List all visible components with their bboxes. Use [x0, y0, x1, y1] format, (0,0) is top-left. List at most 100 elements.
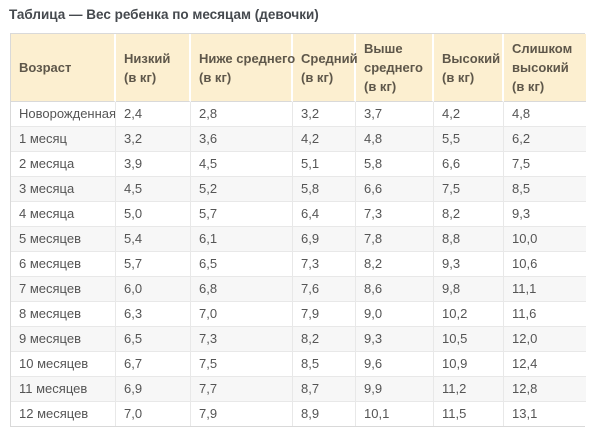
age-cell: 11 месяцев [11, 377, 116, 402]
age-cell: 9 месяцев [11, 327, 116, 352]
weight-value-cell-too-high: 11,1 [504, 277, 586, 302]
weight-value-cell-too-high: 13,1 [512, 406, 538, 421]
weight-value-cell-high: 10,2 [434, 302, 504, 327]
weight-value-cell-too-high: 10,6 [504, 252, 586, 277]
weight-value-cell-below-avg: 7,5 [191, 352, 293, 377]
weight-value-cell-too-high: 10,0 [504, 227, 586, 252]
weight-value-cell-low: 6,7 [116, 352, 191, 377]
column-header-low: Низкий (в кг) [116, 34, 191, 102]
age-cell: 2 месяца [11, 152, 116, 177]
weight-value-cell-below-avg: 7,3 [191, 327, 293, 352]
age-cell: 8 месяцев [11, 302, 116, 327]
weight-value-cell-high: 6,6 [434, 152, 504, 177]
weight-table-wrap: Возраст Низкий (в кг) Ниже среднего (в кг)… [10, 33, 586, 427]
weight-value-cell-too-high: 7,5 [504, 152, 586, 177]
weight-value-cell-high: 9,3 [434, 252, 504, 277]
weight-value-cell-avg: 6,4 [293, 202, 356, 227]
table-row: 8 месяцев 6,3 7,0 7,9 9,0 10,2 11,6 [11, 302, 586, 327]
age-cell: 10 месяцев [11, 352, 116, 377]
weight-value-cell-low: 6,0 [116, 277, 191, 302]
weight-value-cell-below-avg: 6,8 [191, 277, 293, 302]
weight-value-cell-below-avg: 7,9 [191, 402, 293, 426]
weight-value-cell-low: 5,7 [116, 252, 191, 277]
weight-value-cell-below-avg: 7,0 [191, 302, 293, 327]
column-header-avg: Средний (в кг) [293, 34, 358, 102]
weight-value-cell-above-avg: 7,3 [356, 202, 434, 227]
weight-value-cell-avg: 4,2 [293, 127, 356, 152]
weight-value-cell-too-high: 12,0 [504, 327, 586, 352]
header-row: Возраст Низкий (в кг) Ниже среднего (в кг)… [11, 34, 586, 102]
weight-value-cell-high: 8,8 [434, 227, 504, 252]
table-row: 9 месяцев 6,5 7,3 8,2 9,3 10,5 12,0 [11, 327, 586, 352]
column-header-too-high: Слишком высокий (в кг) [504, 34, 586, 102]
table-row: Новорожденная 2,4 2,8 3,2 3,7 4,2 4,8 [11, 102, 586, 127]
table-row: 5 месяцев 5,4 6,1 6,9 7,8 8,8 10,0 [11, 227, 586, 252]
table-header: Возраст Низкий (в кг) Ниже среднего (в кг)… [11, 34, 586, 102]
age-cell: Новорожденная [11, 102, 116, 127]
weight-value-cell-below-avg: 6,1 [191, 227, 293, 252]
weight-value-cell-low: 6,3 [116, 302, 191, 327]
column-header-age: Возраст [11, 34, 116, 102]
weight-value-cell-avg: 8,2 [293, 327, 356, 352]
age-cell: 4 месяца [11, 202, 116, 227]
weight-value-cell-above-avg: 3,7 [356, 102, 434, 127]
page-title: Таблица — Вес ребенка по месяцам (девочк… [9, 7, 319, 22]
weight-value-cell-avg: 3,2 [293, 102, 356, 127]
page: Таблица — Вес ребенка по месяцам (девочк… [0, 5, 600, 427]
age-cell: 3 месяца [11, 177, 116, 202]
weight-value-cell-avg: 8,9 [293, 402, 356, 426]
weight-value-cell-below-avg: 4,5 [191, 152, 293, 177]
column-header-below-avg: Ниже среднего (в кг) [191, 34, 295, 102]
table-row: 6 месяцев 5,7 6,5 7,3 8,2 9,3 10,6 [11, 252, 586, 277]
age-cell: 5 месяцев [11, 227, 116, 252]
weight-value-cell-low: 7,0 [116, 402, 191, 426]
weight-value-cell-avg: 7,9 [293, 302, 356, 327]
weight-value-cell-high: 5,5 [434, 127, 504, 152]
weight-value-cell-too-high: 12,4 [504, 352, 586, 377]
table-row: 1 месяц 3,2 3,6 4,2 4,8 5,5 6,2 [11, 127, 586, 152]
column-header-high: Высокий (в кг) [434, 34, 504, 102]
table-row: 10 месяцев 6,7 7,5 8,5 9,6 10,9 12,4 [11, 352, 586, 377]
weight-value-cell-low: 6,5 [116, 327, 191, 352]
weight-value-cell-above-avg: 9,3 [356, 327, 434, 352]
weight-value-cell-high: 9,8 [434, 277, 504, 302]
weight-value-cell-above-avg: 9,0 [356, 302, 434, 327]
weight-value-cell-above-avg: 7,8 [356, 227, 434, 252]
weight-value-cell-low: 5,0 [116, 202, 191, 227]
weight-value-cell-high: 10,5 [434, 327, 504, 352]
weight-value-cell-low: 2,4 [116, 102, 191, 127]
table-row: 3 месяца 4,5 5,2 5,8 6,6 7,5 8,5 [11, 177, 586, 202]
weight-value-cell-too-high: 9,3 [504, 202, 586, 227]
weight-value-cell-high: 8,2 [434, 202, 504, 227]
weight-value-cell-high: 11,5 [434, 402, 504, 426]
weight-value-cell-too-high: 12,8 [504, 377, 586, 402]
weight-value-cell-below-avg: 7,7 [191, 377, 293, 402]
weight-value-cell-avg: 8,5 [293, 352, 356, 377]
weight-value-cell-too-high: 11,6 [504, 302, 586, 327]
weight-value-cell-above-avg: 9,6 [356, 352, 434, 377]
weight-table: Возраст Низкий (в кг) Ниже среднего (в кг)… [11, 34, 586, 426]
weight-value-cell-avg: 6,9 [293, 227, 356, 252]
weight-value-cell-low: 5,4 [116, 227, 191, 252]
table-row: 11 месяцев 6,9 7,7 8,7 9,9 11,2 12,8 [11, 377, 586, 402]
weight-value-cell-above-avg: 10,1 [356, 402, 434, 426]
weight-value-cell-avg: 5,8 [293, 177, 356, 202]
weight-value-cell-above-avg: 6,6 [356, 177, 434, 202]
weight-value-cell-above-avg: 4,8 [356, 127, 434, 152]
weight-value-cell-below-avg: 6,5 [191, 252, 293, 277]
weight-value-cell-high: 10,9 [434, 352, 504, 377]
table-row: 7 месяцев 6,0 6,8 7,6 8,6 9,8 11,1 [11, 277, 586, 302]
weight-value-cell-avg: 7,3 [293, 252, 356, 277]
table-row: 12 месяцев 7,0 7,9 8,9 10,1 11,5 13,1 [11, 402, 586, 426]
table-row: 4 месяца 5,0 5,7 6,4 7,3 8,2 9,3 [11, 202, 586, 227]
weight-value-cell-avg: 5,1 [293, 152, 356, 177]
weight-value-cell-too-high: 8,5 [504, 177, 586, 202]
table-row: 2 месяца 3,9 4,5 5,1 5,8 6,6 7,5 [11, 152, 586, 177]
weight-value-cell-high: 4,2 [434, 102, 504, 127]
column-header-above-avg: Выше среднего (в кг) [356, 34, 434, 102]
weight-value-cell-avg: 7,6 [293, 277, 356, 302]
weight-value-cell-below-avg: 3,6 [191, 127, 293, 152]
weight-value-cell-too-high: 4,8 [504, 102, 586, 127]
table-body: Новорожденная 2,4 2,8 3,2 3,7 4,2 4,8 1 месяц 3,… [11, 102, 586, 426]
weight-value-cell-above-avg: 8,2 [356, 252, 434, 277]
